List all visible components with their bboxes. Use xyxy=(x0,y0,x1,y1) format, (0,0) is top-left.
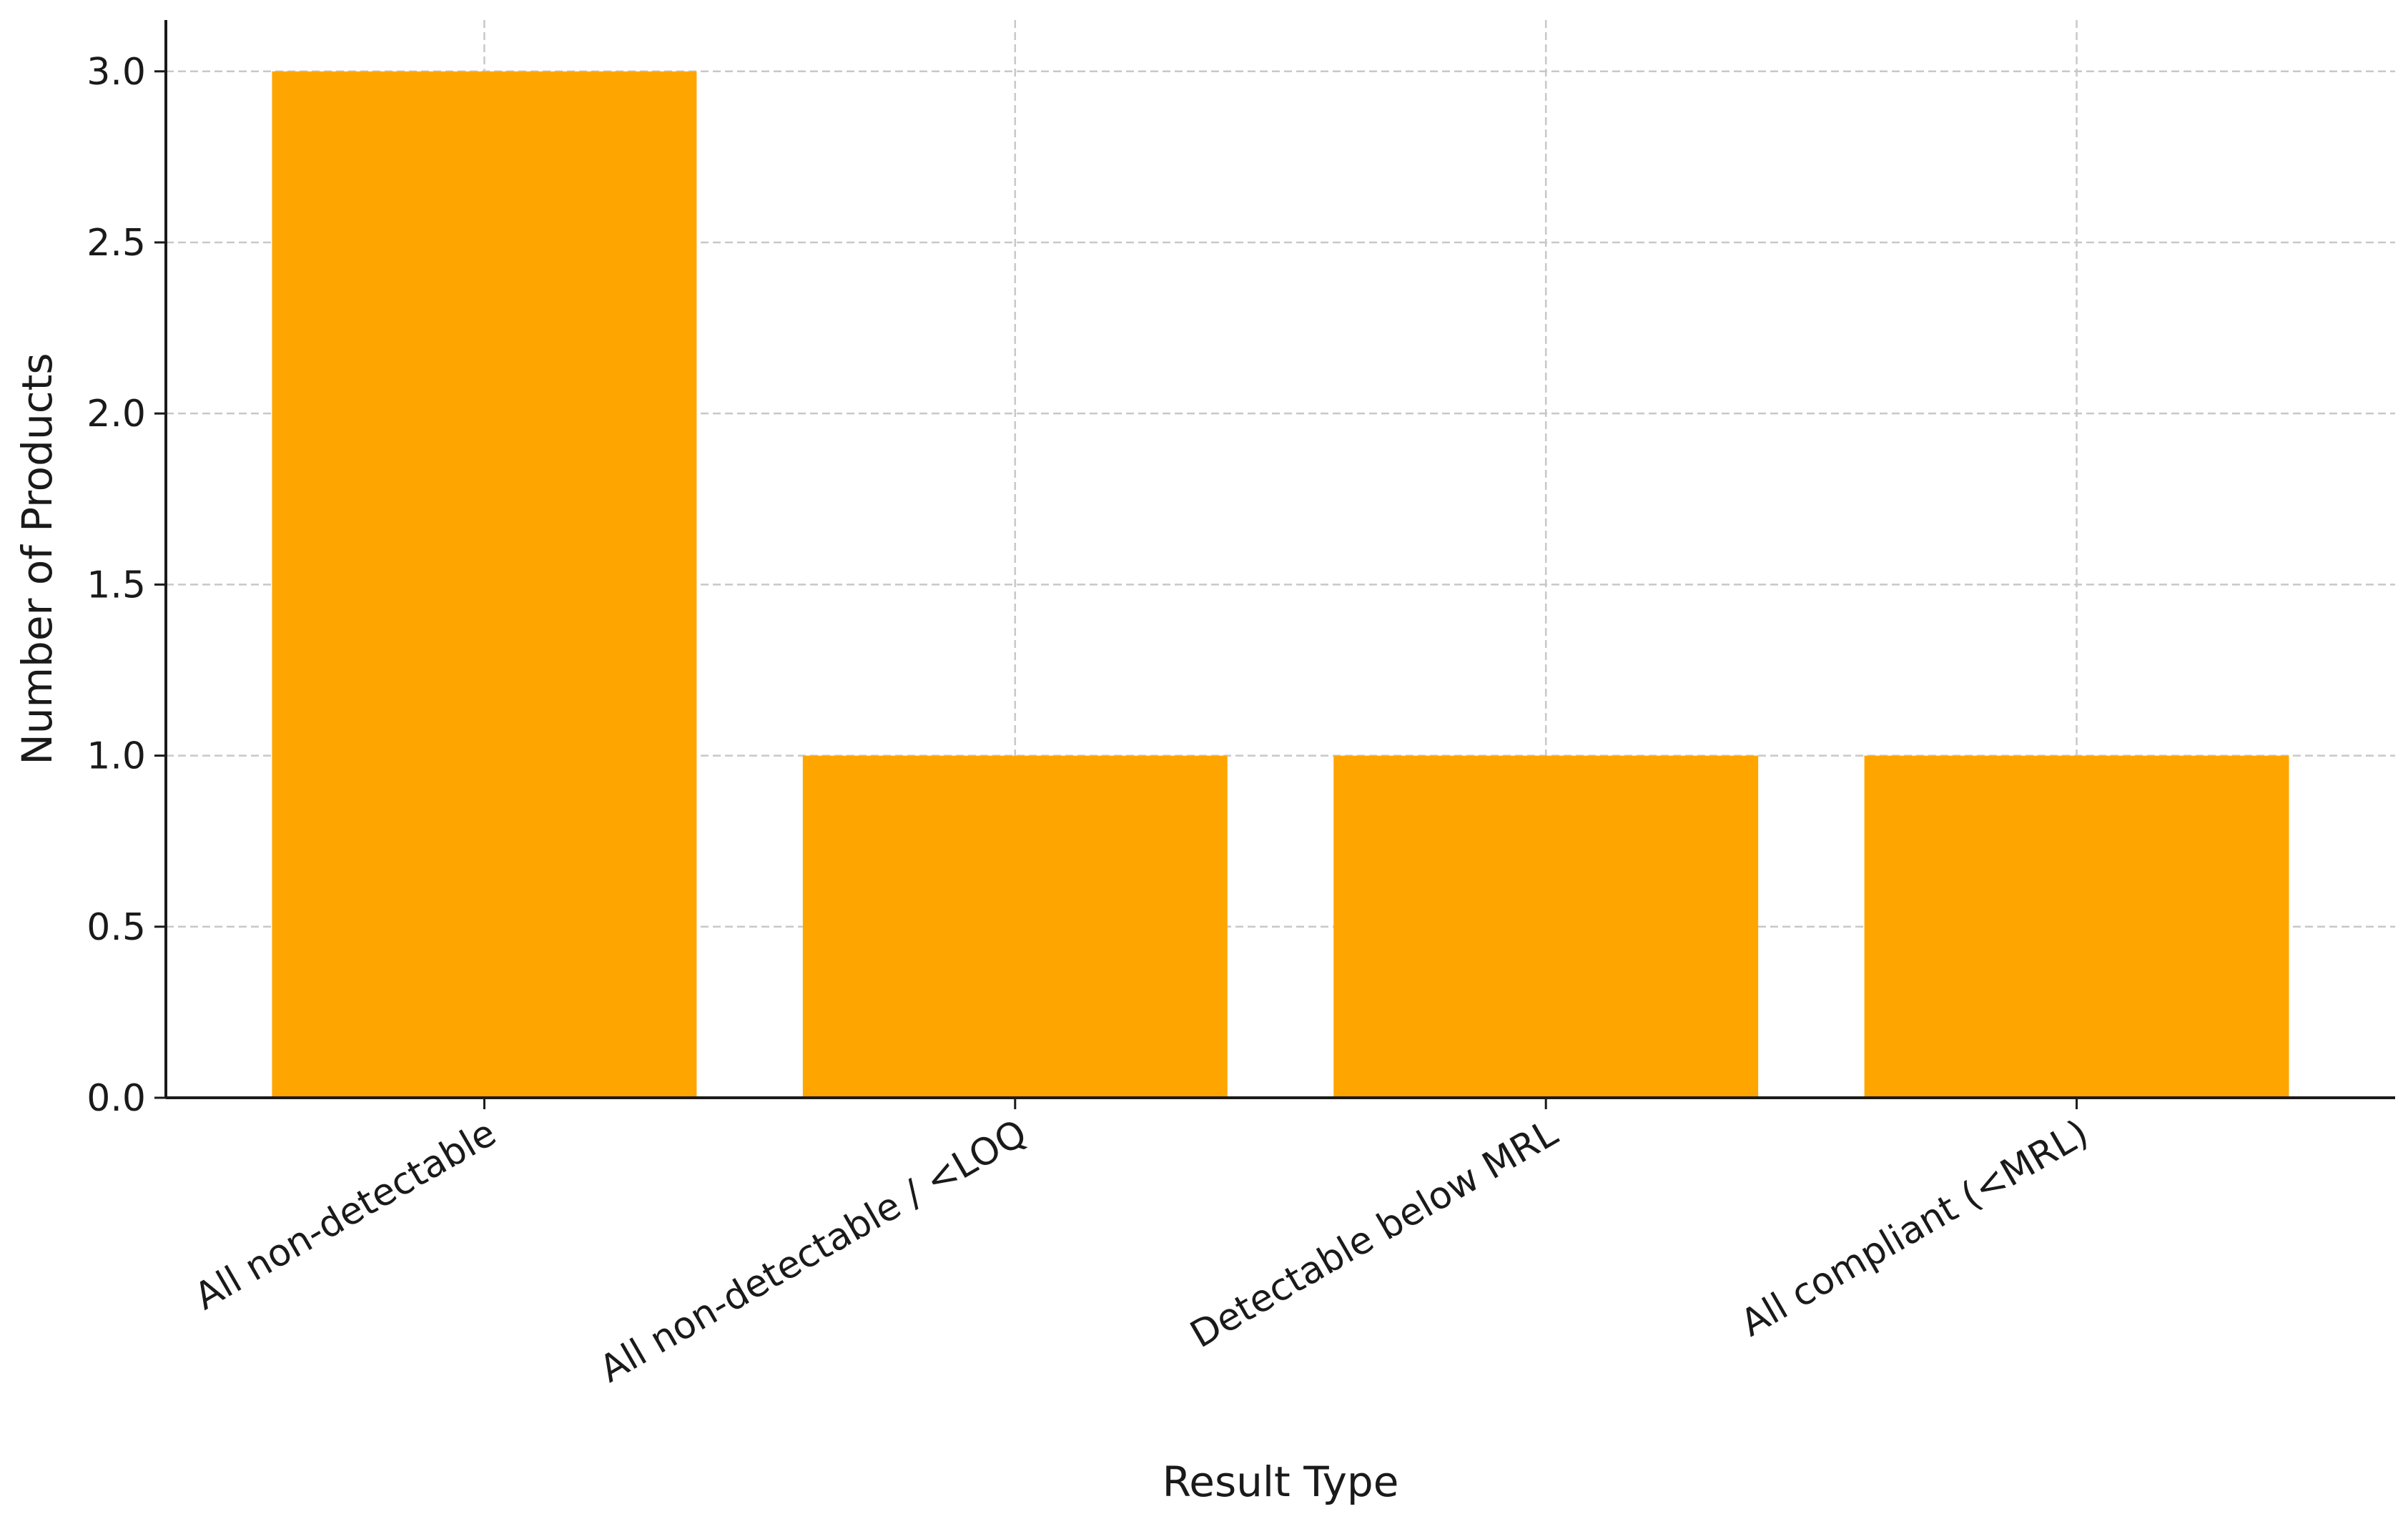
axes xyxy=(164,20,2395,1099)
bar xyxy=(1333,755,1759,1098)
y-tick-label: 1.5 xyxy=(87,564,146,606)
x-tick-label: All non-detectable / <LOQ xyxy=(593,1111,1034,1391)
x-tick-label: Detectable below MRL xyxy=(1183,1111,1565,1357)
bar xyxy=(1864,755,2289,1098)
y-axis-title: Number of Products xyxy=(13,353,61,765)
y-tick-label: 2.5 xyxy=(87,222,146,265)
y-tick-label: 0.5 xyxy=(87,906,146,949)
y-tick-label: 0.0 xyxy=(87,1077,146,1120)
x-axis-title: Result Type xyxy=(1163,1457,1399,1506)
bars xyxy=(272,71,2289,1098)
x-tick-label: All non-detectable xyxy=(187,1111,503,1319)
y-tick-label: 3.0 xyxy=(87,51,146,94)
y-tick-label: 2.0 xyxy=(87,393,146,436)
bar xyxy=(272,71,697,1098)
y-tick-label: 1.0 xyxy=(87,735,146,778)
x-tick-label: All compliant (<MRL) xyxy=(1734,1111,2096,1345)
bar xyxy=(802,755,1228,1098)
